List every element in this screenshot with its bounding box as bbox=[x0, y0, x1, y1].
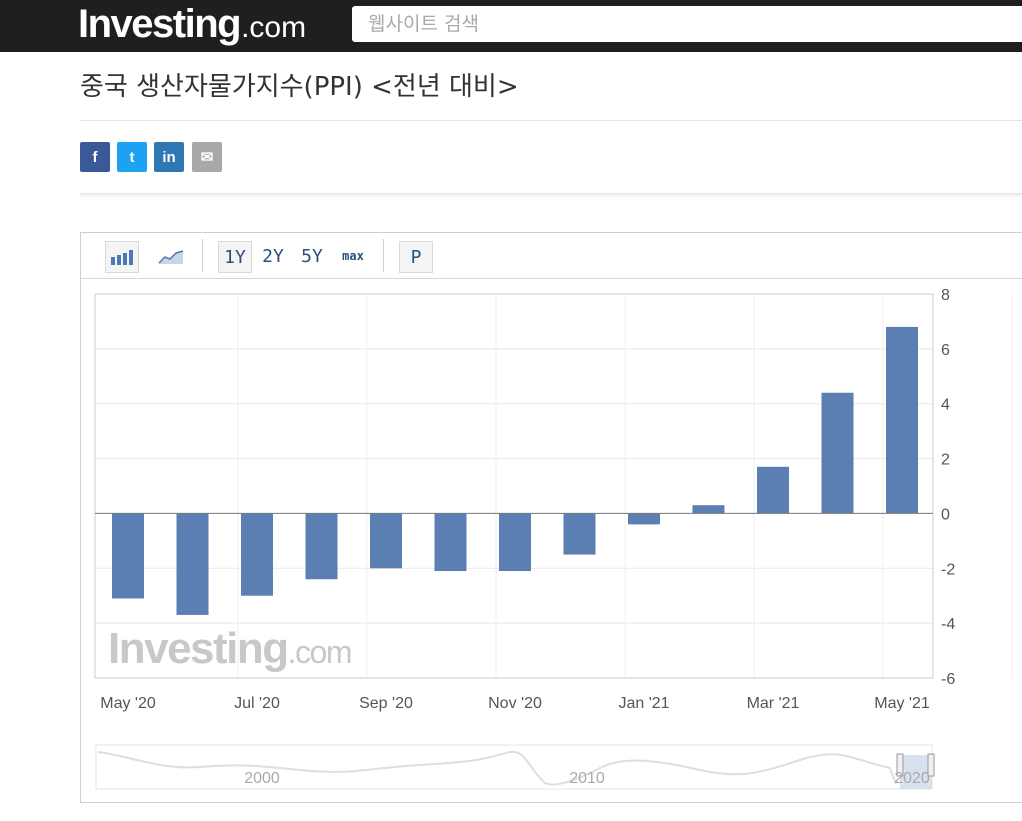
email-share-button[interactable]: ✉ bbox=[192, 142, 222, 172]
top-bar: Investing .com bbox=[0, 0, 1022, 52]
bar-chart-icon[interactable] bbox=[105, 241, 139, 273]
twitter-share-button[interactable]: t bbox=[117, 142, 147, 172]
x-tick-label: Mar '21 bbox=[747, 695, 800, 712]
bar-jul-20[interactable] bbox=[241, 513, 273, 596]
y-tick-label: -6 bbox=[941, 671, 955, 688]
navigator-year-2020: 2020 bbox=[894, 770, 930, 787]
y-tick-label: 8 bbox=[941, 287, 950, 304]
area-chart-icon[interactable] bbox=[155, 241, 187, 271]
range-5y-button[interactable]: 5Y bbox=[301, 245, 323, 267]
navigator-left-handle[interactable] bbox=[896, 753, 904, 777]
bar-may-21[interactable] bbox=[886, 326, 918, 514]
facebook-share-button[interactable]: f bbox=[80, 142, 110, 172]
navigator-year-2000: 2000 bbox=[244, 770, 280, 787]
bar-nov-20[interactable] bbox=[499, 513, 531, 572]
page-title: 중국 생산자물가지수(PPI) <전년 대비> bbox=[80, 72, 519, 102]
y-tick-label: 4 bbox=[941, 397, 950, 414]
bar-jun-20[interactable] bbox=[176, 513, 209, 615]
bar-may-20[interactable] bbox=[112, 513, 144, 599]
x-tick-label: Jan '21 bbox=[618, 695, 669, 712]
chart-toolbar: 1Y 2Y 5Y max P bbox=[81, 233, 1022, 279]
y-tick-label: 6 bbox=[941, 342, 950, 359]
bar-sep-20[interactable] bbox=[370, 513, 402, 569]
y-tick-label: -2 bbox=[941, 561, 955, 578]
range-1y-button[interactable]: 1Y bbox=[218, 241, 252, 273]
y-tick-label: 0 bbox=[941, 506, 950, 523]
divider-shadow bbox=[80, 193, 1022, 197]
bar-oct-20[interactable] bbox=[434, 513, 467, 572]
toolbar-separator bbox=[383, 239, 384, 272]
chart-container bbox=[80, 232, 1022, 803]
bar-aug-20[interactable] bbox=[305, 513, 338, 580]
x-tick-label: Sep '20 bbox=[359, 695, 413, 712]
logo-domain: .com bbox=[241, 11, 307, 44]
bar-jan-21[interactable] bbox=[628, 513, 660, 525]
navigator-year-2010: 2010 bbox=[569, 770, 605, 787]
navigator-selection[interactable] bbox=[900, 755, 932, 789]
x-tick-label: Nov '20 bbox=[488, 695, 542, 712]
watermark-logo: Investing.com bbox=[108, 624, 351, 673]
range-2y-button[interactable]: 2Y bbox=[262, 245, 284, 267]
x-tick-label: Jul '20 bbox=[234, 695, 280, 712]
navigator-series-line bbox=[97, 750, 897, 786]
y-tick-label: 2 bbox=[941, 452, 950, 469]
x-tick-label: May '20 bbox=[100, 695, 156, 712]
bar-dec-20[interactable] bbox=[563, 513, 596, 555]
plot-area-border bbox=[94, 293, 934, 679]
y-tick-label: -4 bbox=[941, 616, 955, 633]
bar-apr-21[interactable] bbox=[821, 392, 854, 514]
bar-feb-21[interactable] bbox=[692, 505, 725, 514]
logo-text: Investing bbox=[78, 2, 242, 46]
range-max-button[interactable]: max bbox=[342, 249, 364, 263]
divider bbox=[80, 120, 1022, 121]
navigator-right-handle[interactable] bbox=[927, 753, 935, 777]
linkedin-share-button[interactable]: in bbox=[154, 142, 184, 172]
x-tick-label: May '21 bbox=[874, 695, 930, 712]
p-button[interactable]: P bbox=[399, 241, 433, 273]
investing-logo[interactable]: Investing .com bbox=[78, 0, 306, 52]
bar-mar-21[interactable] bbox=[757, 466, 789, 514]
toolbar-separator bbox=[202, 239, 203, 272]
search-input[interactable] bbox=[352, 6, 1022, 42]
